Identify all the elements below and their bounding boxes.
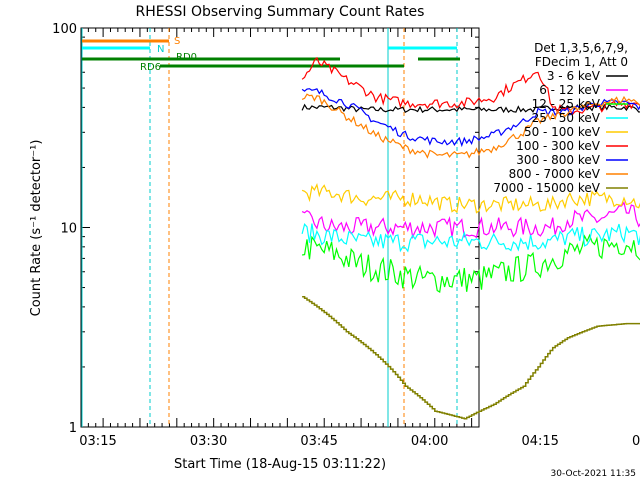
series-line-3 [301,222,640,253]
y-tick-label: 10 [60,222,77,237]
legend-label: 3 - 6 keV [547,69,601,83]
legend-label: 7000 - 15000 keV [493,181,600,195]
legend-label: 12 - 25 keV [532,97,601,111]
legend-label: 50 - 100 keV [524,125,601,139]
y-tick-label: 100 [52,22,77,37]
chart-title: RHESSI Observing Summary Count Rates [136,4,425,20]
flag-label: N [157,44,164,55]
legend-title-line-2: FDecim 1, Att 0 [535,55,628,69]
legend-label: 25 - 50 keV [532,111,601,125]
plot-area: 11010003:1503:3003:4504:0004:1504:3004:4… [52,22,640,449]
legend-label: 800 - 7000 keV [509,167,601,181]
x-tick-label: 03:15 [79,434,116,449]
flag-label: RD6 [140,62,161,73]
legend-label: 300 - 800 keV [516,153,600,167]
flag-label: RD0 [176,52,197,63]
x-tick-label: 04:15 [521,434,558,449]
series-line-8 [302,295,640,420]
legend-label: 100 - 300 keV [516,139,600,153]
x-axis-label: Start Time (18-Aug-15 03:11:22) [174,457,386,472]
series-line-1 [301,201,640,240]
legend-title-line-1: Det 1,3,5,6,7,9, [534,41,628,55]
x-tick-label: 04:00 [411,434,448,449]
y-axis-label: Count Rate (s⁻¹ detector⁻¹) [29,140,44,317]
series-line-7 [301,93,640,159]
series-line-4 [301,183,640,214]
timestamp: 30-Oct-2021 11:35 [551,469,636,479]
legend-label: 6 - 12 keV [539,83,601,97]
flag-label: S [174,36,180,47]
x-tick-label: 03:30 [190,434,227,449]
series-line-2 [302,233,640,293]
series-line-6 [301,88,640,148]
y-tick-label: 1 [69,421,77,436]
x-tick-label: 04:30 [632,434,640,449]
x-tick-label: 03:45 [300,434,337,449]
